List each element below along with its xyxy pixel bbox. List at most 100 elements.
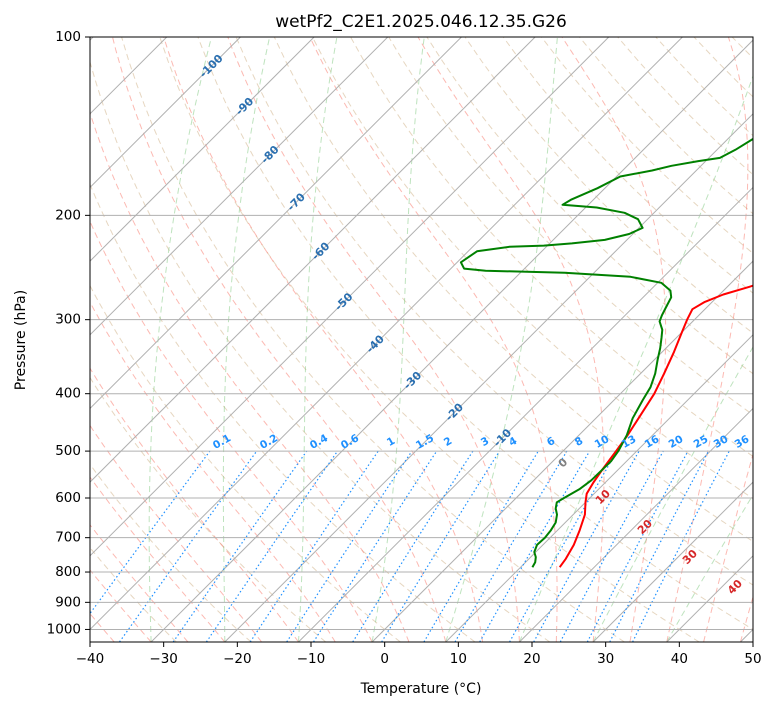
mixing-ratio-line: [90, 450, 211, 615]
x-tick-label: 30: [597, 651, 614, 667]
mixing-ratio-label: 30: [712, 433, 731, 451]
mixing-ratio-line: [423, 450, 539, 642]
moist-adiabat-label: 30: [680, 547, 700, 567]
y-axis-label: Pressure (hPa): [13, 290, 29, 390]
dry-adiabat: [159, 37, 700, 642]
isotherm-line: [90, 37, 683, 631]
dewpoint-line: [459, 137, 753, 568]
chart-title: wetPf2_C2E1.2025.046.12.35.G26: [275, 12, 567, 32]
dry-adiabat: [770, 37, 775, 642]
moist-adiabat: [739, 595, 753, 642]
moist-adiabat: [90, 424, 263, 642]
aux-adiabat: [666, 493, 753, 642]
moist-adiabat: [90, 301, 336, 642]
dry-adiabat: [464, 37, 753, 334]
moist-adiabat: [90, 220, 373, 642]
aux-adiabat: [445, 37, 558, 642]
moist-adiabat-label: 20: [635, 517, 655, 537]
isotherm-line: [371, 260, 753, 642]
isotherm-line: [90, 37, 389, 336]
moist-adiabat-label: 10: [593, 487, 613, 507]
mixing-ratio-line: [586, 450, 689, 642]
mixing-ratio-line: [559, 450, 664, 642]
dry-adiabat: [388, 37, 753, 416]
y-tick-label: 300: [55, 312, 81, 328]
moist-adiabat: [0, 37, 77, 642]
y-tick-label: 800: [55, 564, 81, 580]
moist-adiabat: [309, 37, 558, 642]
x-tick-label: −20: [223, 651, 252, 667]
isotherm-line: [90, 37, 610, 557]
isotherm-line: [90, 37, 241, 189]
isotherm-line: [519, 407, 753, 642]
y-tick-label: 500: [55, 443, 81, 459]
mixing-ratio-label: 10: [593, 433, 612, 451]
isotherm-line: [592, 481, 753, 642]
mixing-ratio-line: [381, 450, 501, 642]
isotherm-line: [224, 113, 753, 642]
moist-adiabat: [561, 37, 667, 642]
x-tick-label: −40: [76, 651, 105, 667]
isotherm-line: [740, 628, 753, 642]
mixing-ratio-label: 3: [479, 435, 491, 449]
mixing-ratio-label: 20: [667, 433, 686, 451]
dry-adiabat: [350, 37, 753, 458]
mixing-ratio-line: [533, 450, 640, 642]
mixing-ratio-label: 6: [545, 435, 557, 449]
dry-adiabat: [617, 37, 753, 176]
mixing-ratio-line: [286, 450, 413, 642]
aux-adiabat: [148, 37, 212, 642]
dry-adiabat: [121, 37, 625, 642]
moist-adiabat: [703, 452, 753, 642]
moist-adiabat: [112, 37, 447, 642]
dry-adiabat: [693, 37, 753, 98]
mixing-ratio-line: [249, 450, 379, 642]
moist-adiabat: [163, 37, 484, 642]
isotherm-line: [666, 555, 753, 642]
mixing-ratio-label: 0.1: [211, 432, 233, 452]
mixing-ratio-label: 1.5: [414, 432, 436, 452]
y-tick-label: 1000: [47, 621, 81, 637]
mixing-ratio-line: [172, 450, 308, 642]
aux-adiabat: [371, 37, 425, 642]
mixing-ratio-line: [119, 450, 258, 642]
y-tick-label: 400: [55, 386, 81, 402]
dry-adiabat: [273, 37, 753, 543]
mixing-ratio-line: [352, 450, 474, 642]
x-axis-label: Temperature (°C): [360, 681, 482, 697]
mixing-ratio-label: 8: [573, 435, 585, 449]
moist-adiabat: [227, 37, 520, 642]
moist-adiabat: [90, 524, 189, 642]
mixing-ratio-line: [312, 450, 438, 642]
y-tick-label: 700: [55, 530, 81, 546]
line-labels: -100-90-80-70-60-50-40-30-20-100.1 0.2 0.4…: [197, 52, 751, 597]
dry-adiabat: [90, 182, 476, 642]
dry-adiabat: [90, 284, 401, 642]
mixing-ratio-label: 0.2: [258, 432, 280, 452]
dry-adiabat: [90, 60, 551, 642]
mixing-ratio-label: 25: [692, 433, 711, 451]
dry-adiabat: [90, 463, 252, 642]
aux-adiabat: [518, 74, 753, 642]
mixing-ratio-line: [509, 450, 618, 642]
dry-adiabat: [311, 37, 753, 500]
axes: −40 −30 −20 −10 0 10 20 30 40 5010009008007006005…: [47, 29, 762, 667]
background-lines: [0, 37, 775, 642]
moist-adiabat: [417, 37, 605, 642]
y-tick-label: 900: [55, 594, 81, 610]
dry-adiabat: [502, 37, 753, 294]
temperature-line: [558, 284, 753, 568]
x-tick-label: 50: [744, 651, 761, 667]
isotherm-line: [90, 37, 462, 410]
isotherm-line: [298, 186, 753, 642]
mixing-ratio-line: [454, 450, 568, 642]
mixing-ratio-label: 4: [507, 435, 519, 449]
mixing-ratio-label: 2: [442, 435, 454, 449]
mixing-ratio-label: 0.4: [308, 432, 330, 452]
sounding-lines: [459, 137, 753, 568]
dry-adiabat: [90, 376, 327, 642]
moist-adiabat: [90, 111, 410, 642]
isotherm-line: [150, 39, 753, 642]
x-tick-label: 20: [523, 651, 540, 667]
